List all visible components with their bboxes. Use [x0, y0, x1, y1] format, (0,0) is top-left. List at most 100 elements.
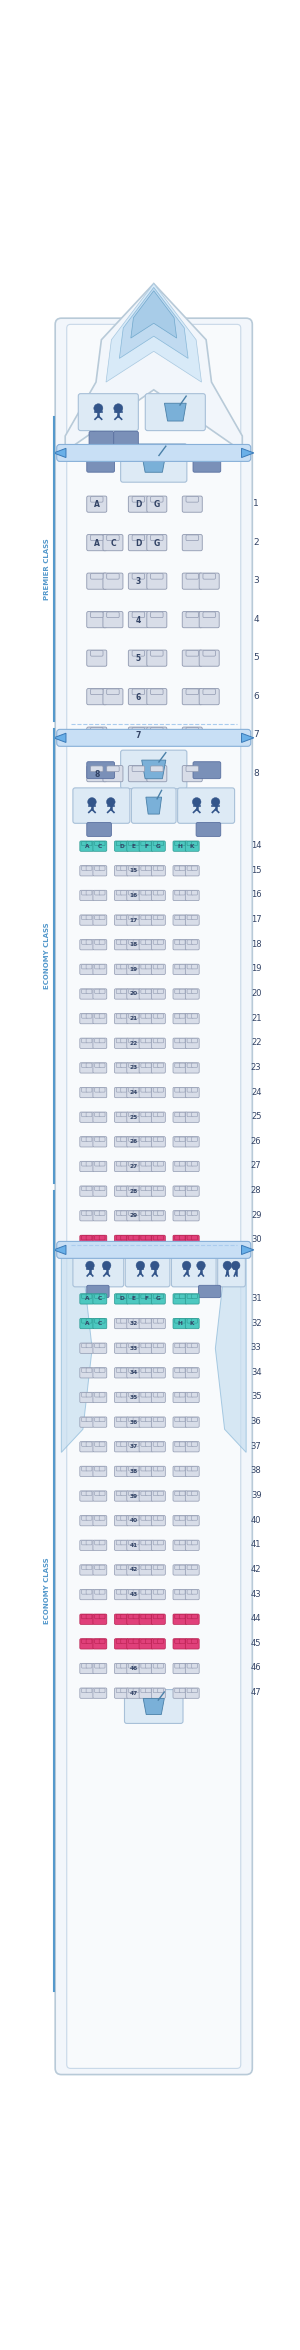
- Text: 4: 4: [136, 616, 141, 625]
- FancyBboxPatch shape: [115, 1687, 128, 1699]
- FancyBboxPatch shape: [129, 914, 134, 919]
- FancyBboxPatch shape: [116, 1443, 122, 1445]
- Text: 8: 8: [253, 768, 259, 778]
- FancyBboxPatch shape: [95, 1013, 100, 1018]
- FancyBboxPatch shape: [116, 1614, 122, 1619]
- Text: K: K: [190, 1321, 194, 1325]
- FancyBboxPatch shape: [203, 611, 215, 618]
- FancyBboxPatch shape: [173, 1638, 187, 1650]
- FancyBboxPatch shape: [179, 1417, 185, 1422]
- FancyBboxPatch shape: [158, 1368, 164, 1372]
- FancyBboxPatch shape: [179, 1236, 185, 1241]
- FancyBboxPatch shape: [127, 1516, 141, 1525]
- FancyBboxPatch shape: [158, 1187, 164, 1191]
- FancyBboxPatch shape: [116, 1088, 122, 1093]
- FancyBboxPatch shape: [152, 1295, 165, 1304]
- FancyBboxPatch shape: [99, 914, 105, 919]
- Text: 14: 14: [251, 841, 261, 851]
- Polygon shape: [142, 454, 166, 472]
- FancyBboxPatch shape: [151, 766, 163, 771]
- FancyBboxPatch shape: [158, 940, 164, 945]
- Text: 33: 33: [251, 1344, 262, 1351]
- FancyBboxPatch shape: [133, 940, 139, 945]
- FancyBboxPatch shape: [121, 891, 127, 895]
- FancyBboxPatch shape: [115, 1638, 128, 1650]
- FancyBboxPatch shape: [82, 1236, 87, 1241]
- FancyBboxPatch shape: [82, 1137, 87, 1142]
- Text: 23: 23: [251, 1062, 262, 1072]
- FancyBboxPatch shape: [103, 689, 123, 705]
- FancyBboxPatch shape: [133, 1161, 139, 1166]
- FancyBboxPatch shape: [152, 1368, 165, 1377]
- FancyBboxPatch shape: [139, 1088, 153, 1097]
- FancyBboxPatch shape: [80, 1210, 94, 1222]
- Text: 6: 6: [253, 691, 259, 700]
- FancyBboxPatch shape: [179, 1344, 185, 1349]
- FancyBboxPatch shape: [141, 1210, 147, 1215]
- FancyBboxPatch shape: [153, 1368, 159, 1372]
- FancyBboxPatch shape: [82, 1492, 87, 1495]
- FancyBboxPatch shape: [107, 611, 119, 618]
- FancyBboxPatch shape: [153, 1443, 159, 1445]
- FancyBboxPatch shape: [93, 841, 107, 851]
- FancyBboxPatch shape: [115, 1441, 128, 1452]
- Circle shape: [197, 1262, 205, 1269]
- FancyBboxPatch shape: [173, 1391, 187, 1403]
- FancyBboxPatch shape: [128, 533, 148, 550]
- FancyBboxPatch shape: [99, 1516, 105, 1520]
- Circle shape: [86, 1262, 94, 1269]
- Text: PREMIER CLASS: PREMIER CLASS: [44, 538, 50, 599]
- FancyBboxPatch shape: [82, 1466, 87, 1471]
- FancyBboxPatch shape: [80, 1318, 94, 1328]
- FancyBboxPatch shape: [146, 1687, 151, 1692]
- FancyBboxPatch shape: [146, 1591, 151, 1593]
- FancyBboxPatch shape: [179, 1565, 185, 1570]
- FancyBboxPatch shape: [128, 689, 148, 705]
- FancyBboxPatch shape: [187, 1591, 193, 1593]
- FancyBboxPatch shape: [86, 1638, 92, 1643]
- FancyBboxPatch shape: [192, 1638, 197, 1643]
- FancyBboxPatch shape: [192, 841, 197, 846]
- FancyBboxPatch shape: [73, 1253, 124, 1288]
- FancyBboxPatch shape: [185, 1161, 199, 1173]
- FancyBboxPatch shape: [179, 1013, 185, 1018]
- FancyBboxPatch shape: [121, 1344, 127, 1349]
- FancyBboxPatch shape: [116, 1344, 122, 1349]
- Text: 38: 38: [251, 1466, 262, 1476]
- FancyBboxPatch shape: [116, 1394, 122, 1396]
- Text: ECONOMY CLASS: ECONOMY CLASS: [44, 924, 50, 989]
- FancyBboxPatch shape: [95, 1492, 100, 1495]
- FancyBboxPatch shape: [133, 1542, 139, 1544]
- FancyBboxPatch shape: [82, 914, 87, 919]
- FancyBboxPatch shape: [133, 914, 139, 919]
- FancyBboxPatch shape: [95, 1638, 100, 1643]
- Text: 37: 37: [130, 1445, 138, 1450]
- FancyBboxPatch shape: [95, 1088, 100, 1093]
- FancyBboxPatch shape: [133, 1417, 139, 1422]
- FancyBboxPatch shape: [173, 1687, 187, 1699]
- FancyBboxPatch shape: [86, 1013, 92, 1018]
- Text: 16: 16: [130, 893, 138, 898]
- FancyBboxPatch shape: [82, 1013, 87, 1018]
- FancyBboxPatch shape: [141, 1039, 147, 1043]
- FancyBboxPatch shape: [173, 1062, 187, 1074]
- FancyBboxPatch shape: [192, 989, 197, 994]
- FancyBboxPatch shape: [93, 865, 107, 877]
- FancyBboxPatch shape: [187, 891, 193, 895]
- FancyBboxPatch shape: [115, 1614, 128, 1624]
- FancyBboxPatch shape: [173, 1614, 187, 1624]
- FancyBboxPatch shape: [103, 611, 123, 627]
- Text: 29: 29: [251, 1210, 261, 1220]
- FancyBboxPatch shape: [152, 914, 165, 926]
- FancyBboxPatch shape: [95, 1565, 100, 1570]
- FancyBboxPatch shape: [80, 963, 94, 975]
- FancyBboxPatch shape: [86, 963, 92, 968]
- FancyBboxPatch shape: [95, 1591, 100, 1593]
- Text: 32: 32: [130, 1321, 138, 1325]
- FancyBboxPatch shape: [153, 891, 159, 895]
- FancyBboxPatch shape: [86, 1137, 92, 1142]
- FancyBboxPatch shape: [158, 1565, 164, 1570]
- FancyBboxPatch shape: [141, 891, 147, 895]
- FancyBboxPatch shape: [82, 1542, 87, 1544]
- FancyBboxPatch shape: [146, 914, 151, 919]
